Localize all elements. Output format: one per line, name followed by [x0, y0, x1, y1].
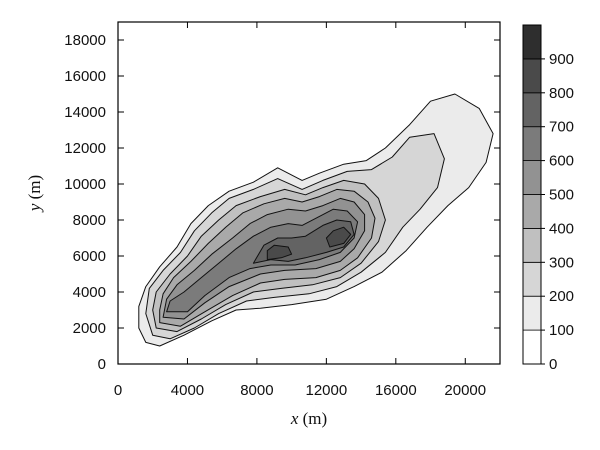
x-tick-label: 4000 — [171, 382, 204, 399]
colorbar-label: 800 — [549, 85, 574, 102]
y-tick-label: 14000 — [64, 104, 106, 121]
colorbar-band — [522, 194, 542, 229]
colorbar-label: 600 — [549, 153, 574, 170]
x-axis-label: x (m) — [290, 409, 327, 428]
y-axis-var: y — [25, 203, 44, 213]
x-tick-label: 20000 — [444, 382, 486, 399]
y-tick-label: 2000 — [73, 320, 106, 337]
colorbar-label: 700 — [549, 119, 574, 136]
y-axis-label: y (m) — [25, 175, 44, 213]
colorbar-band — [522, 227, 542, 263]
colorbar-label: 0 — [549, 356, 557, 373]
colorbar-band — [522, 58, 542, 94]
contour-800 — [325, 226, 352, 248]
y-tick-label: 8000 — [73, 212, 106, 229]
plot-frame — [117, 21, 501, 365]
colorbar-band — [522, 160, 542, 195]
y-axis-unit: (m) — [25, 175, 44, 200]
colorbar-label: 900 — [549, 51, 574, 68]
y-tick-label: 6000 — [73, 248, 106, 265]
y-tick-label: 16000 — [64, 68, 106, 85]
y-tick-label: 10000 — [64, 176, 106, 193]
x-axis-unit: (m) — [303, 409, 328, 428]
x-tick-label: 8000 — [240, 382, 273, 399]
contour-800 — [266, 244, 293, 261]
colorbar-band — [522, 329, 542, 365]
colorbar-band — [522, 261, 542, 297]
x-tick-label: 16000 — [375, 382, 417, 399]
y-tick-label: 0 — [98, 356, 106, 373]
colorbar-label: 300 — [549, 254, 574, 271]
colorbar-label: 200 — [549, 288, 574, 305]
x-axis-var: x — [290, 409, 299, 428]
y-tick-label: 4000 — [73, 284, 106, 301]
colorbar-label: 500 — [549, 187, 574, 204]
x-tick-label: 12000 — [306, 382, 348, 399]
y-tick-label: 12000 — [64, 140, 106, 157]
y-axis: 0 2000 4000 6000 8000 10000 12000 14000 16000 180… — [64, 32, 500, 373]
x-tick-label: 0 — [114, 382, 122, 399]
x-axis: 0 4000 8000 12000 16000 20000 — [114, 22, 486, 399]
y-tick-label: 18000 — [64, 32, 106, 49]
colorbar-band — [522, 126, 542, 161]
colorbar-band — [522, 92, 542, 128]
colorbar-label: 400 — [549, 220, 574, 237]
colorbar-label: 100 — [549, 322, 574, 339]
colorbar: 0 100 200 300 400 500 600 700 800 900 — [522, 24, 574, 373]
colorbar-band — [522, 295, 542, 331]
contour-fill-layer — [138, 93, 494, 347]
colorbar-band — [522, 24, 542, 60]
